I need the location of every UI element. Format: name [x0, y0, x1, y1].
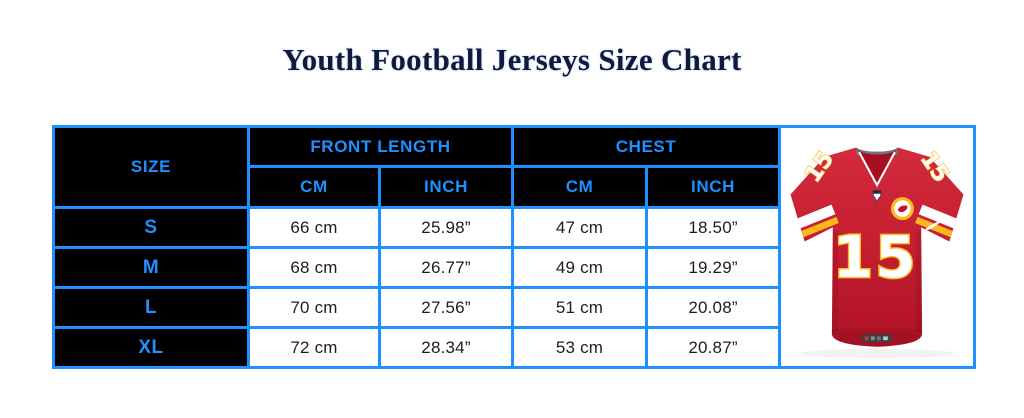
size-label-s: S	[52, 206, 250, 249]
size-label-l: L	[52, 286, 250, 329]
header-size: SIZE	[52, 125, 250, 209]
header-chest-cm: CM	[511, 165, 649, 209]
jersey-shadow	[799, 348, 955, 358]
jock-tag	[861, 334, 893, 342]
cell-chest-cm-m: 49 cm	[511, 246, 649, 289]
cell-chest-inch-xl: 20.87”	[645, 326, 782, 369]
page-title: Youth Football Jerseys Size Chart	[282, 42, 742, 77]
header-chest: CHEST	[511, 125, 782, 168]
nfl-shield-icon	[872, 189, 882, 202]
header-front-cm: CM	[247, 165, 381, 209]
cell-chest-inch-s: 18.50”	[645, 206, 782, 249]
cell-front-cm-s: 66 cm	[247, 206, 381, 249]
jersey-collar	[856, 146, 898, 187]
nike-swoosh-icon	[925, 219, 943, 230]
cell-front-inch-s: 25.98”	[377, 206, 515, 249]
size-label-xl: XL	[52, 326, 250, 369]
jersey-image: 15 15 15	[790, 145, 964, 358]
size-label-m: M	[52, 246, 250, 289]
header-front-inch: INCH	[377, 165, 515, 209]
cell-front-inch-xl: 28.34”	[377, 326, 515, 369]
size-chart-table: SIZE FRONT LENGTH CHEST	[52, 125, 977, 369]
jersey-number: 15	[833, 223, 918, 291]
cell-front-cm-xl: 72 cm	[247, 326, 381, 369]
jersey-photo-cell: 15 15 15	[778, 125, 977, 369]
cell-front-cm-m: 68 cm	[247, 246, 381, 289]
cell-front-inch-m: 26.77”	[377, 246, 515, 289]
table-row-s: S 66 cm 25.98” 47 cm 18.50”	[52, 206, 975, 249]
jersey-body	[790, 146, 964, 347]
cell-chest-cm-s: 47 cm	[511, 206, 649, 249]
table-row-xl: XL 72 cm 28.34” 53 cm 20.87”	[52, 326, 975, 369]
header-row-units: CM INCH CM INCH	[54, 165, 975, 209]
header-front-length: FRONT LENGTH	[246, 125, 515, 168]
chiefs-logo-icon	[890, 196, 914, 220]
cell-chest-cm-xl: 53 cm	[511, 326, 649, 369]
cell-front-inch-l: 27.56”	[377, 286, 515, 329]
cell-front-cm-l: 70 cm	[247, 286, 381, 329]
cell-chest-inch-m: 19.29”	[645, 246, 782, 289]
table-row-m: M 68 cm 26.77” 49 cm 19.29”	[52, 246, 975, 289]
header-row-groups: SIZE FRONT LENGTH CHEST	[52, 125, 977, 369]
cell-chest-inch-l: 20.08”	[645, 286, 782, 329]
header-chest-inch: INCH	[645, 165, 782, 209]
cell-chest-cm-l: 51 cm	[511, 286, 649, 329]
table-row-l: L 70 cm 27.56” 51 cm 20.08”	[52, 286, 975, 329]
